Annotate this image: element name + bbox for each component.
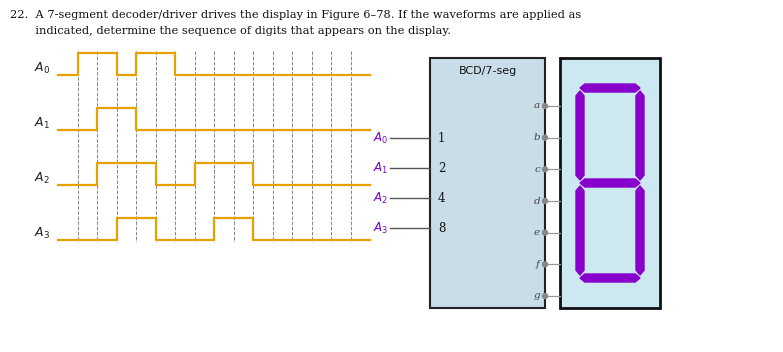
- Polygon shape: [636, 186, 644, 275]
- Polygon shape: [576, 186, 584, 275]
- Circle shape: [543, 199, 547, 203]
- Circle shape: [543, 262, 547, 267]
- Text: e: e: [534, 228, 540, 237]
- Text: 2: 2: [438, 162, 446, 175]
- Text: d: d: [533, 196, 540, 206]
- Text: 8: 8: [438, 221, 446, 234]
- Text: c: c: [534, 165, 540, 174]
- Polygon shape: [580, 179, 640, 187]
- Circle shape: [543, 167, 547, 172]
- Polygon shape: [636, 91, 644, 180]
- Circle shape: [543, 103, 547, 108]
- Polygon shape: [580, 84, 640, 92]
- Text: 1: 1: [438, 132, 446, 145]
- Text: g: g: [533, 291, 540, 301]
- Circle shape: [543, 135, 547, 140]
- Text: b: b: [533, 133, 540, 142]
- Bar: [560, 58, 660, 308]
- Text: $A_1$: $A_1$: [34, 116, 50, 131]
- Text: $A_0$: $A_0$: [34, 61, 50, 76]
- Text: $A_0$: $A_0$: [373, 131, 388, 145]
- Circle shape: [543, 294, 547, 298]
- Text: f: f: [536, 260, 540, 269]
- Text: 4: 4: [438, 191, 446, 205]
- Text: $A_2$: $A_2$: [373, 190, 388, 206]
- Text: 22.  A 7-segment decoder/driver drives the display in Figure 6–78. If the wavefo: 22. A 7-segment decoder/driver drives th…: [10, 10, 581, 20]
- Text: $A_3$: $A_3$: [373, 220, 388, 235]
- Polygon shape: [580, 274, 640, 282]
- Polygon shape: [576, 91, 584, 180]
- Text: indicated, determine the sequence of digits that appears on the display.: indicated, determine the sequence of dig…: [10, 26, 451, 36]
- Circle shape: [543, 230, 547, 235]
- Text: BCD/7-seg: BCD/7-seg: [458, 66, 517, 76]
- Text: $A_3$: $A_3$: [34, 226, 50, 241]
- Bar: [430, 58, 545, 308]
- Text: $A_1$: $A_1$: [373, 161, 388, 176]
- Text: a: a: [534, 101, 540, 111]
- Text: $A_2$: $A_2$: [34, 171, 50, 186]
